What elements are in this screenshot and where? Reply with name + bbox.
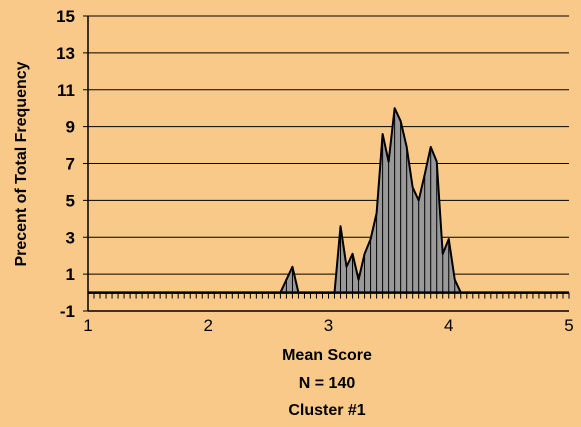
axes xyxy=(83,15,570,312)
y-tick-label: 15 xyxy=(56,7,75,26)
y-axis-title: Precent of Total Frequency xyxy=(13,61,30,266)
x-tick-label: 3 xyxy=(324,316,333,335)
y-tick-label: 11 xyxy=(57,81,75,100)
x-tick-label: 1 xyxy=(83,316,92,335)
sample-size-label: N = 140 xyxy=(299,375,356,392)
x-tick-label: 2 xyxy=(204,316,213,335)
x-tick-label: 5 xyxy=(564,316,573,335)
x-axis-title: Mean Score xyxy=(282,347,372,364)
y-tick-label: 5 xyxy=(66,191,75,210)
y-tick-label: 13 xyxy=(56,44,75,63)
y-tick-label: 9 xyxy=(66,118,75,137)
y-tick-label: 1 xyxy=(66,265,75,284)
y-tick-label: 3 xyxy=(66,228,75,247)
y-tick-label: 7 xyxy=(66,155,75,174)
x-tick-labels: 1 2 3 4 5 xyxy=(83,316,573,335)
y-tick-label: -1 xyxy=(60,302,75,321)
cluster-label: Cluster #1 xyxy=(288,402,365,419)
x-tick-label: 4 xyxy=(444,316,453,335)
